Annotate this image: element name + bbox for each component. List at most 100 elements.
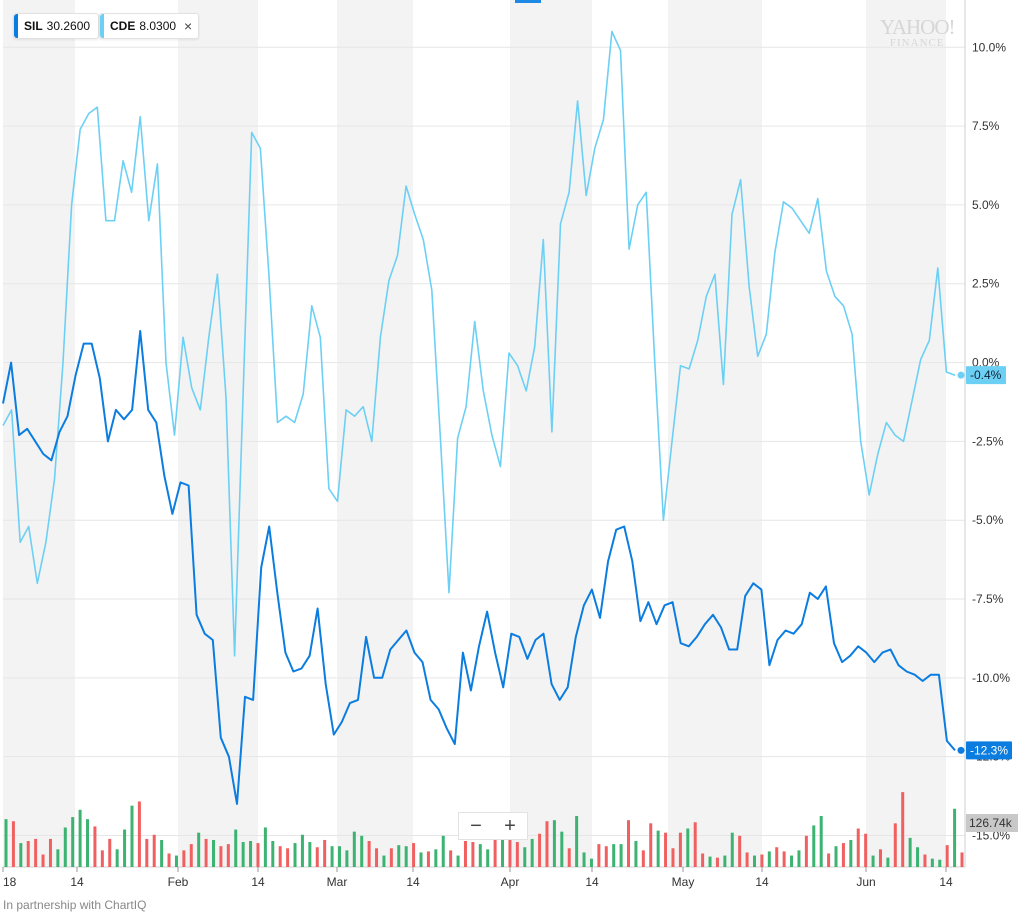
volume-bar — [693, 822, 697, 867]
series-line-sil — [2, 330, 956, 805]
volume-bar — [293, 843, 297, 867]
volume-bar — [701, 853, 705, 867]
yahoo-finance-logo: YAHOO! FINANCE — [880, 17, 955, 49]
logo-line-1: YAHOO! — [880, 15, 955, 39]
volume-bar — [486, 849, 490, 867]
legend-cde[interactable]: CDE 8.0300 × — [99, 13, 200, 39]
volume-bar — [530, 838, 534, 867]
legend-cde-swatch — [100, 14, 104, 38]
volume-bar — [56, 849, 60, 867]
legend-cde-price: 8.0300 — [139, 19, 177, 33]
volume-bar — [152, 834, 156, 867]
volume-bar — [841, 843, 845, 867]
x-tick-label: 14 — [251, 875, 265, 889]
volume-bar — [745, 852, 749, 867]
volume-bar — [923, 854, 927, 867]
volume-bar — [856, 828, 860, 867]
volume-bar — [804, 835, 808, 867]
volume-bar — [893, 823, 897, 867]
volume-bar — [567, 848, 571, 867]
volume-bar — [145, 838, 149, 867]
volume-bar — [775, 847, 779, 867]
volume-bar — [552, 820, 556, 867]
volume-bar — [4, 819, 8, 867]
legend-sil[interactable]: SIL 30.2600 — [13, 13, 100, 39]
volume-bar — [271, 841, 275, 867]
close-icon[interactable]: × — [184, 18, 193, 34]
volume-bar — [375, 848, 379, 867]
volume-bar — [345, 850, 349, 867]
volume-bar — [263, 827, 267, 867]
volume-bar — [11, 821, 15, 867]
x-tick-label: Jun — [856, 875, 875, 889]
volume-bar — [115, 849, 119, 867]
volume-bar — [389, 848, 393, 867]
volume-bar — [938, 859, 942, 867]
volume-bar — [834, 846, 838, 867]
y-tick-label: -10.0% — [972, 671, 1010, 685]
volume-bar — [827, 853, 831, 867]
x-tick-label: Mar — [327, 875, 348, 889]
volume-bar — [671, 848, 675, 867]
volume-bar — [456, 855, 460, 867]
volume-bar — [360, 835, 364, 867]
volume-bar — [71, 817, 75, 867]
volume-bar — [849, 839, 853, 867]
legend-sil-symbol: SIL — [24, 19, 43, 33]
volume-bar — [34, 838, 38, 867]
time-band-4 — [668, 0, 762, 867]
volume-last-box — [966, 814, 1018, 832]
volume-bar — [545, 821, 549, 867]
volume-bar — [908, 837, 912, 867]
volume-bar — [560, 831, 564, 867]
volume-bar — [538, 833, 542, 867]
volume-bar — [575, 816, 579, 867]
x-tick-label: 14 — [406, 875, 420, 889]
time-band-3 — [510, 0, 592, 867]
zoom-in-button[interactable]: + — [504, 814, 516, 837]
volume-bar — [656, 830, 660, 867]
volume-bar — [790, 855, 794, 867]
legend-cde-symbol: CDE — [110, 19, 136, 33]
volume-bar — [93, 826, 97, 867]
legend-sil-price: 30.2600 — [46, 19, 91, 33]
x-tick-label: 14 — [585, 875, 599, 889]
last-value-box-cde — [966, 366, 1006, 385]
volume-bar — [864, 833, 868, 867]
last-value-box-sil — [966, 741, 1012, 760]
volume-bar — [708, 856, 712, 867]
volume-bar — [501, 830, 505, 867]
footer-attribution: In partnership with ChartIQ — [3, 898, 147, 912]
logo-line-2: FINANCE — [889, 37, 945, 49]
volume-bar — [26, 841, 30, 867]
volume-bar — [337, 846, 341, 867]
volume-bar — [627, 820, 631, 867]
volume-bar — [300, 834, 304, 867]
range-indicator — [515, 0, 541, 3]
volume-bar — [352, 831, 356, 867]
volume-bar — [723, 855, 727, 867]
volume-bar — [767, 851, 771, 867]
last-point-sil — [957, 746, 965, 754]
volume-bar — [886, 857, 890, 867]
volume-bar — [226, 844, 230, 867]
volume-bar — [323, 839, 327, 867]
volume-bar — [960, 852, 964, 867]
y-tick-label: -7.5% — [972, 592, 1004, 606]
volume-bar — [649, 823, 653, 867]
y-tick-label: 7.5% — [972, 119, 1000, 133]
volume-bar — [678, 832, 682, 867]
volume-bar — [308, 842, 312, 867]
volume-bar — [819, 816, 823, 867]
volume-bar — [189, 844, 193, 867]
volume-bar — [419, 852, 423, 867]
volume-bar — [167, 853, 171, 867]
legend-sil-swatch — [14, 14, 18, 38]
zoom-out-button[interactable]: − — [470, 814, 482, 837]
volume-bar — [715, 857, 719, 867]
y-tick-label: 2.5% — [972, 277, 1000, 291]
last-value-label-cde: -0.4% — [970, 368, 1002, 382]
volume-bar — [686, 828, 690, 867]
volume-bar — [241, 842, 245, 867]
